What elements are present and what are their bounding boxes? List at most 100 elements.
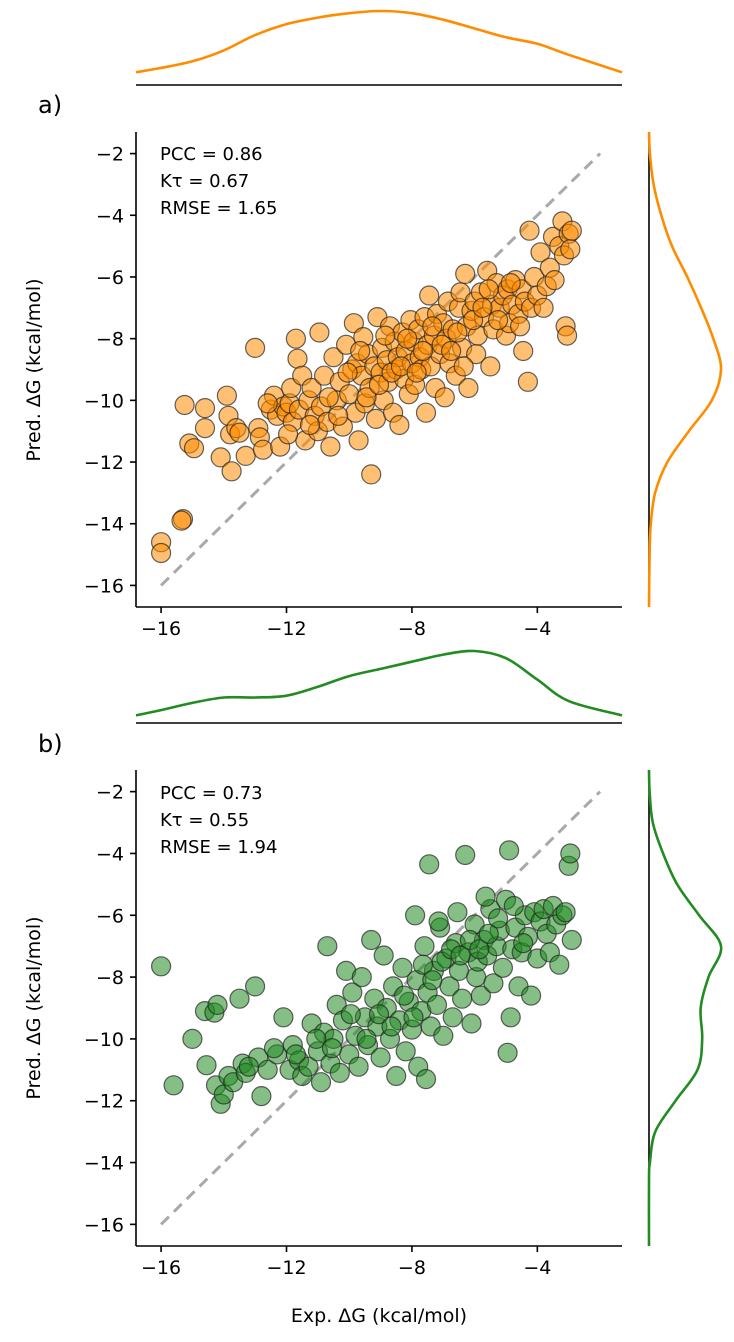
- panel-a-data-point: [419, 285, 440, 306]
- panel-a-data-point: [365, 408, 386, 429]
- panel-b-y-tick-label: −16: [84, 1214, 124, 1236]
- panel-a-data-point: [472, 297, 493, 318]
- panel-a-data-point: [301, 377, 322, 399]
- panel-a-data-point: [183, 438, 205, 459]
- panel-b-data-point: [561, 929, 582, 951]
- panel-b-data-point: [560, 843, 581, 864]
- panel-b-data-point: [395, 1041, 416, 1062]
- panel-a-data-point: [309, 322, 330, 343]
- panel-a-data-point: [441, 340, 462, 362]
- panel-a-data-point: [151, 542, 172, 564]
- panel-b-data-point: [329, 1062, 350, 1084]
- panel-b-x-ticks: −16 −12 −8 −4: [141, 1246, 551, 1279]
- panel-a-data-point: [530, 242, 551, 263]
- panel-a-data-point: [513, 340, 534, 362]
- panel-a-data-point: [422, 316, 443, 337]
- panel-b-data-point: [478, 923, 499, 944]
- panel-a-points: [151, 211, 582, 564]
- panel-a-data-point: [397, 328, 418, 349]
- panel-a-right-kde: [647, 131, 723, 608]
- panel-a-data-point: [434, 387, 455, 408]
- panel-b-data-point: [373, 945, 394, 966]
- panel-a-y-axis-label: Pred. ΔG (kcal/mol): [23, 278, 45, 461]
- panel-b-y-ticks: −2 −4 −6 −8 −10 −12 −14 −16: [84, 782, 136, 1236]
- panel-a-x-tick-label: −4: [523, 618, 551, 640]
- panel-b-right-kde: [647, 769, 723, 1247]
- panel-b-data-point: [422, 970, 443, 991]
- panel-a-data-point: [544, 270, 565, 291]
- panel-a-data-point: [488, 310, 509, 331]
- panel-b-data-point: [447, 902, 468, 923]
- panel-b-data-point: [207, 994, 228, 1016]
- panel-b-y-tick-label: −4: [96, 843, 124, 865]
- panel-a-data-point: [458, 377, 479, 399]
- panel-b-data-point: [428, 911, 449, 932]
- panel-a-axes: −2 −4 −6 −8 −10 −12 −14 −16 −16 −12 −8 −4 PCC = 0.…: [23, 132, 622, 640]
- panel-b-data-point: [381, 1016, 402, 1037]
- panel-a-data-point: [480, 356, 501, 377]
- panel-a-data-point: [343, 313, 364, 334]
- panel-b-data-point: [163, 1075, 184, 1096]
- panel-a-data-point: [500, 273, 521, 294]
- panel-a-data-point: [560, 239, 581, 260]
- panel-b-data-point: [356, 1028, 377, 1050]
- panel-a-data-point: [450, 282, 471, 303]
- panel-a-data-point: [519, 220, 540, 241]
- panel-b-x-tick-label: −8: [398, 1257, 426, 1279]
- panel-a-data-point: [356, 387, 377, 408]
- panel-b-data-point: [488, 908, 509, 929]
- panel-b-data-point: [306, 1028, 327, 1050]
- panel-a-data-point: [348, 430, 369, 451]
- panel-a-y-tick-label: −4: [96, 205, 124, 227]
- panel-b-data-point: [238, 1056, 259, 1077]
- panel-b-data-point: [348, 1056, 369, 1077]
- panel-b-x-tick-label: −4: [523, 1257, 551, 1279]
- panel-a-data-point: [323, 347, 344, 368]
- panel-a-data-point: [194, 418, 216, 439]
- panel-b-data-point: [321, 1038, 343, 1059]
- panel-b-data-point: [285, 1044, 306, 1065]
- panel-a-data-point: [257, 393, 278, 414]
- panel-b-x-kde-curve: [135, 649, 623, 717]
- panel-a-data-point: [328, 405, 349, 426]
- panel-a-data-point: [561, 220, 582, 241]
- panel-a-data-point: [361, 464, 382, 485]
- panel-a-y-ticks: −2 −4 −6 −8 −10 −12 −14 −16: [84, 144, 136, 597]
- panel-a-data-point: [320, 436, 341, 457]
- panel-a-label: a): [38, 91, 62, 119]
- panel-a: a) −2 −4 −6 −8 −10 −12 −14 −16 −16 −12 −8 −4 PCC =…: [23, 9, 723, 640]
- panel-b-data-point: [317, 936, 338, 957]
- panel-a-data-point: [216, 385, 237, 406]
- panel-a-data-point: [533, 297, 554, 318]
- panel-a-data-point: [278, 424, 299, 445]
- panel-b-data-point: [405, 905, 426, 926]
- panel-b-label: b): [38, 730, 63, 758]
- panel-b-y-tick-label: −10: [84, 1029, 124, 1051]
- panel-b-y-tick-label: −2: [96, 782, 124, 804]
- panel-b-data-point: [403, 1007, 424, 1028]
- panel-a-y-tick-label: −2: [96, 144, 124, 166]
- panel-b-data-point: [513, 932, 534, 954]
- panel-a-x-ticks: −16 −12 −8 −4: [141, 607, 551, 640]
- panel-b-data-point: [497, 1042, 518, 1063]
- panel-a-data-point: [375, 325, 396, 346]
- panel-a-data-point: [368, 374, 390, 395]
- panel-a-y-tick-label: −10: [84, 390, 124, 412]
- panel-b-data-point: [370, 1047, 391, 1068]
- panel-b: b) −2 −4 −6 −8 −10 −12 −14 −16 −16 −12 −8 −4 PCC =…: [23, 649, 723, 1327]
- panel-a-x-tick-label: −8: [398, 618, 426, 640]
- panel-b-data-point: [361, 929, 382, 951]
- panel-b-y-tick-label: −12: [84, 1091, 124, 1113]
- panel-b-axes: −2 −4 −6 −8 −10 −12 −14 −16 −16 −12 −8 −4 PCC = 0.…: [23, 770, 622, 1327]
- panel-b-top-kde: [135, 649, 623, 724]
- panel-a-y-tick-label: −16: [84, 575, 124, 597]
- panel-b-data-point: [555, 902, 576, 923]
- panel-b-x-axis-label: Exp. ΔG (kcal/mol): [291, 1305, 467, 1327]
- panel-b-data-point: [351, 966, 372, 988]
- panel-b-data-point: [433, 1025, 454, 1046]
- panel-a-data-point: [210, 447, 231, 468]
- panel-b-data-point: [455, 844, 476, 866]
- panel-a-data-point: [517, 371, 539, 392]
- panel-a-data-point: [171, 510, 192, 531]
- panel-b-data-point: [386, 1065, 407, 1087]
